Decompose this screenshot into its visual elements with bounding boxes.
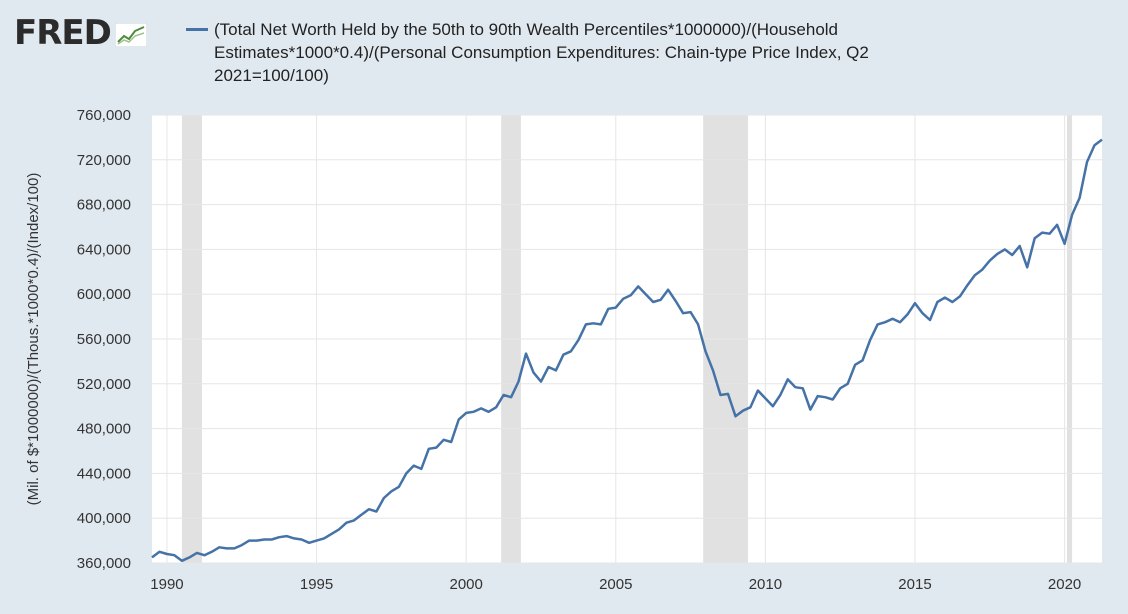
legend-swatch: [186, 28, 208, 31]
series-line: [151, 138, 1103, 563]
y-tick-label: 720,000: [77, 152, 131, 169]
legend-series-label: (Total Net Worth Held by the 50th to 90t…: [214, 20, 869, 85]
y-tick-label: 440,000: [77, 465, 131, 482]
line-chart-icon: [114, 23, 147, 47]
y-tick-label: 360,000: [77, 555, 131, 572]
x-tick-label: 1990: [150, 576, 183, 593]
y-tick-label: 400,000: [77, 510, 131, 527]
y-tick-label: 480,000: [77, 421, 131, 438]
y-tick-label: 520,000: [77, 376, 131, 393]
y-tick-label: 760,000: [77, 107, 131, 124]
x-tick-label: 2015: [898, 576, 931, 593]
x-axis-ticks: 1990 1995 2000 2005 2010 2015 2020: [150, 576, 1081, 593]
chart-legend: (Total Net Worth Held by the 50th to 90t…: [186, 18, 946, 87]
x-tick-label: 1995: [300, 576, 333, 593]
y-axis-label: (Mil. of $*1000000)/(Thous.*1000*0.4)/(I…: [25, 173, 42, 506]
x-tick-label: 2010: [749, 576, 782, 593]
y-tick-label: 600,000: [77, 286, 131, 303]
y-axis-ticks: 360,000 400,000 440,000 480,000 520,000 560,0…: [77, 107, 131, 572]
x-tick-label: 2000: [449, 576, 482, 593]
y-tick-label: 680,000: [77, 197, 131, 214]
y-tick-label: 560,000: [77, 331, 131, 348]
gridlines: [152, 114, 1102, 564]
fred-logo[interactable]: FRED: [14, 14, 147, 52]
x-tick-label: 2020: [1048, 576, 1081, 593]
fred-logo-text: FRED: [14, 13, 112, 53]
y-tick-label: 640,000: [77, 241, 131, 258]
x-tick-label: 2005: [599, 576, 632, 593]
